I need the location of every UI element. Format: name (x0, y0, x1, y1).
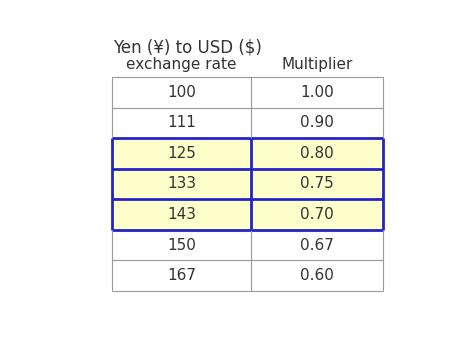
Text: 167: 167 (167, 268, 196, 283)
Bar (112, 230, 251, 261)
Bar (112, 199, 251, 230)
Text: 0.67: 0.67 (301, 238, 334, 253)
Bar (251, 138, 383, 169)
Bar (112, 169, 251, 199)
Text: 143: 143 (167, 207, 196, 222)
Text: Multiplier: Multiplier (282, 57, 353, 72)
Text: 0.60: 0.60 (301, 268, 334, 283)
Bar (251, 261, 383, 291)
Text: 133: 133 (167, 176, 196, 191)
Text: exchange rate: exchange rate (127, 57, 237, 72)
Bar (251, 108, 383, 138)
Bar (112, 261, 251, 291)
Text: 0.70: 0.70 (301, 207, 334, 222)
Text: 0.80: 0.80 (301, 146, 334, 161)
Bar (112, 138, 251, 169)
Text: 111: 111 (167, 115, 196, 130)
Bar (251, 77, 383, 108)
Text: 0.90: 0.90 (301, 115, 334, 130)
Bar (112, 77, 251, 108)
Text: 150: 150 (167, 238, 196, 253)
Text: 125: 125 (167, 146, 196, 161)
Text: Yen (¥) to USD ($): Yen (¥) to USD ($) (113, 39, 263, 57)
Bar (112, 108, 251, 138)
Text: 0.75: 0.75 (301, 176, 334, 191)
Text: 100: 100 (167, 85, 196, 100)
Bar (251, 199, 383, 230)
Text: 1.00: 1.00 (301, 85, 334, 100)
Bar (251, 230, 383, 261)
Bar (251, 169, 383, 199)
